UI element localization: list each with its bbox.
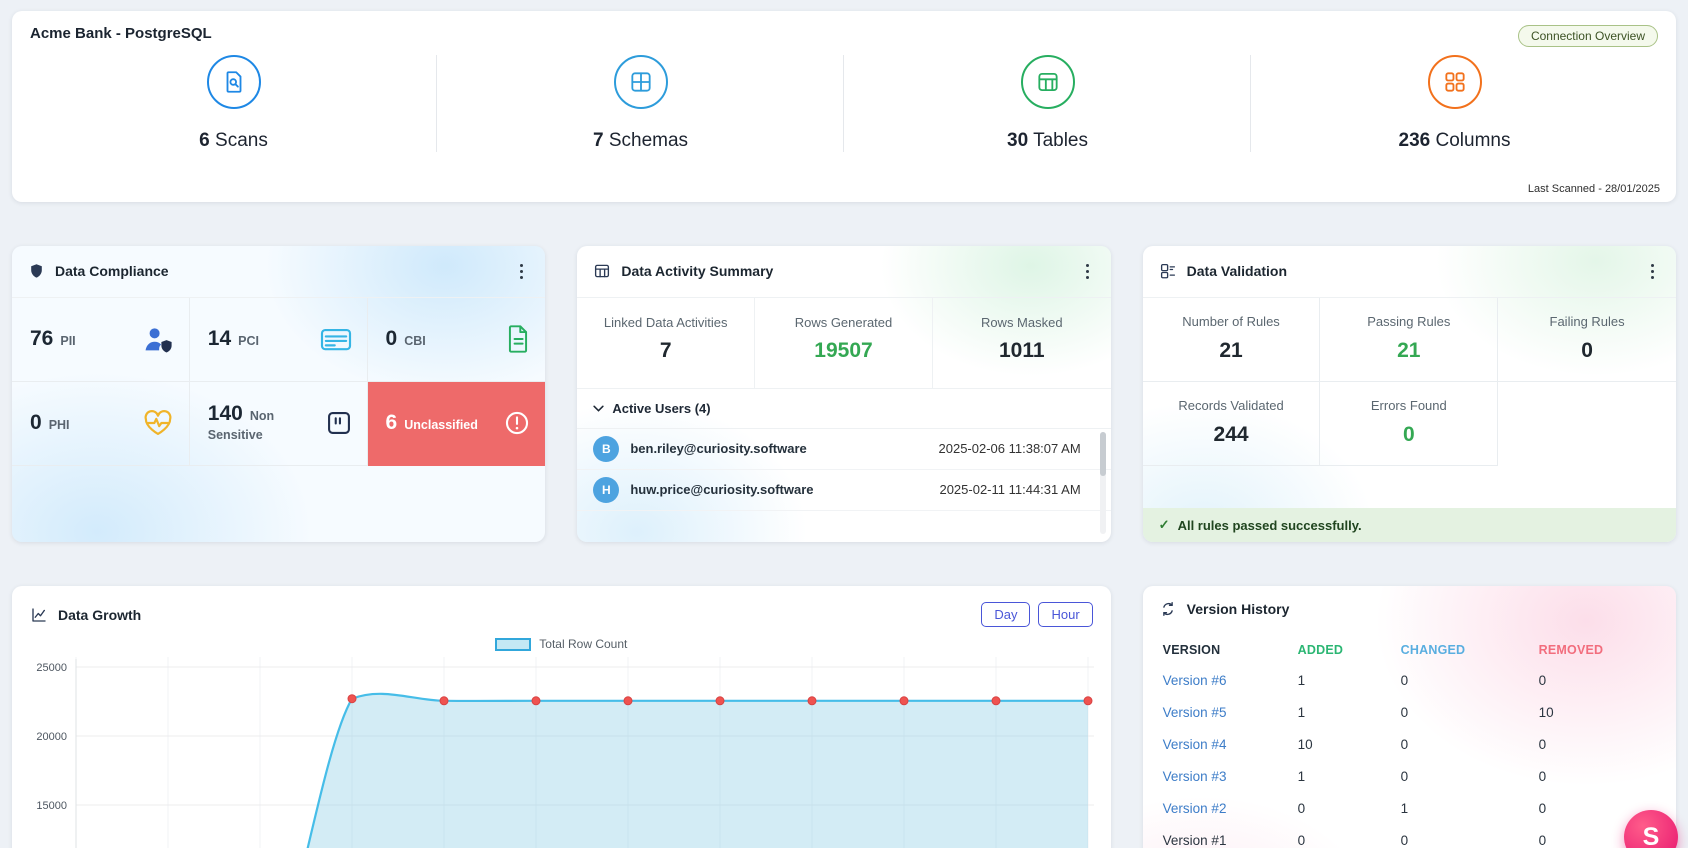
validation-title: Data Validation — [1186, 263, 1288, 280]
version-link[interactable]: Version #4 — [1162, 736, 1227, 752]
user-avatar: B — [593, 435, 620, 462]
version-row: Version #2 0 1 0 — [1162, 800, 1547, 816]
compliance-non-sensitive: 140 Non Sensitive — [189, 381, 368, 466]
failing-rules-stat: Failing Rules 0 — [1498, 298, 1676, 382]
data-compliance-card: Data Compliance 76 PII 14 PCI — [12, 246, 546, 542]
version-row: Version #6 1 0 0 — [1162, 672, 1547, 688]
chevron-down-icon — [593, 405, 604, 412]
schema-grid-icon — [613, 55, 668, 109]
data-validation-card: Data Validation Number of Rules 21 Passi… — [1142, 246, 1676, 542]
records-validated-stat: Records Validated 244 — [1142, 381, 1321, 466]
person-shield-icon — [141, 324, 175, 354]
exclamation-circle-icon — [503, 409, 531, 437]
version-history-title: Version History — [1186, 601, 1290, 617]
growth-interval-toggle: Day Hour — [981, 602, 1093, 627]
user-email: ben.riley@curiosity.software — [630, 441, 807, 457]
validation-empty-cell — [1498, 382, 1676, 466]
version-history-icon — [1159, 600, 1177, 618]
validation-success-banner: ✓ All rules passed successfully. — [1142, 508, 1676, 542]
legend-swatch — [495, 637, 532, 651]
version-link[interactable]: Version #5 — [1162, 704, 1227, 720]
activity-menu-button[interactable] — [1080, 260, 1095, 283]
compliance-title: Data Compliance — [55, 263, 169, 280]
active-users-toggle[interactable]: Active Users (4) — [577, 389, 1111, 429]
compliance-pii: 76 PII — [12, 297, 190, 382]
rows-generated-stat: Rows Generated 19507 — [755, 297, 933, 388]
version-row: Version #4 10 0 0 — [1162, 736, 1547, 752]
validation-stats: Number of Rules 21 Passing Rules 21 Fail… — [1142, 297, 1676, 466]
chat-bubble-button[interactable]: S — [1624, 810, 1678, 848]
columns-grid-icon — [1427, 55, 1482, 109]
linked-data-activities-stat: Linked Data Activities 7 — [577, 297, 756, 388]
data-activity-card: Data Activity Summary Linked Data Activi… — [577, 246, 1111, 542]
scan-document-icon — [206, 55, 261, 109]
compliance-cbi: 0 CBI — [367, 298, 546, 382]
total-row-count-chart: 25000 20000 15000 — [12, 653, 1111, 848]
version-label: Version #1 — [1162, 832, 1227, 848]
connection-title: Acme Bank - PostgreSQL — [30, 25, 212, 42]
stat-tables-label: 30 Tables — [1007, 130, 1088, 151]
compliance-unclassified: 6 Unclassified — [367, 381, 546, 466]
check-icon: ✓ — [1158, 517, 1170, 532]
version-link[interactable]: Version #2 — [1162, 800, 1227, 816]
last-scanned-text: Last Scanned - 28/01/2025 — [1527, 183, 1660, 195]
svg-text:15000: 15000 — [36, 800, 67, 812]
passing-rules-stat: Passing Rules 21 — [1320, 297, 1499, 382]
compliance-grid: 76 PII 14 PCI — [12, 297, 546, 466]
user-timestamp: 2025-02-11 11:44:31 AM — [939, 482, 1081, 498]
users-scrollbar[interactable] — [1099, 432, 1106, 534]
activity-title: Data Activity Summary — [621, 263, 774, 280]
hour-button[interactable]: Hour — [1038, 602, 1093, 627]
svg-text:25000: 25000 — [36, 662, 67, 674]
number-of-rules-stat: Number of Rules 21 — [1142, 297, 1321, 382]
active-user-row[interactable]: H huw.price@curiosity.software 2025-02-1… — [577, 470, 1111, 511]
compliance-menu-button[interactable] — [514, 260, 529, 283]
activity-stats: Linked Data Activities 7 Rows Generated … — [577, 297, 1111, 389]
version-history-card: Version History VERSION ADDED CHANGED RE… — [1142, 586, 1676, 848]
version-table: VERSION ADDED CHANGED REMOVED Version #6… — [1143, 632, 1676, 848]
compliance-phi: 0 PHI — [12, 381, 190, 466]
validation-rules-icon — [1159, 262, 1177, 280]
user-avatar: H — [593, 476, 620, 503]
version-row: Version #5 1 0 10 — [1162, 704, 1554, 720]
connection-overview-card: Acme Bank - PostgreSQL Connection Overvi… — [12, 11, 1676, 202]
legend-label: Total Row Count — [539, 637, 628, 651]
credit-card-icon — [319, 325, 353, 353]
growth-title: Data Growth — [58, 606, 142, 623]
stat-tables: 30 Tables — [844, 51, 1251, 152]
non-sensitive-icon — [325, 409, 353, 437]
table-icon — [1020, 55, 1075, 109]
connection-overview-badge[interactable]: Connection Overview — [1517, 25, 1658, 47]
svg-text:20000: 20000 — [36, 731, 67, 743]
user-timestamp: 2025-02-06 11:38:07 AM — [938, 441, 1081, 457]
version-row: Version #1 0 0 0 — [1162, 832, 1547, 848]
stat-columns: 236 Columns — [1251, 51, 1658, 152]
version-row: Version #3 1 0 0 — [1162, 768, 1547, 784]
day-button[interactable]: Day — [981, 602, 1031, 627]
version-table-header: VERSION ADDED CHANGED REMOVED — [1162, 643, 1604, 657]
stat-scans: 6 Scans — [30, 51, 437, 152]
health-heart-icon — [141, 408, 175, 438]
connection-stats: 6 Scans 7 Schemas 30 Tables — [30, 51, 1658, 152]
document-icon — [505, 324, 531, 354]
user-email: huw.price@curiosity.software — [630, 482, 814, 498]
data-growth-card: Data Growth Day Hour Total Row Count 250… — [12, 586, 1111, 848]
version-link[interactable]: Version #6 — [1162, 672, 1227, 688]
version-link[interactable]: Version #3 — [1162, 768, 1227, 784]
growth-chart-icon — [30, 606, 48, 624]
validation-menu-button[interactable] — [1645, 260, 1660, 283]
errors-found-stat: Errors Found 0 — [1320, 381, 1499, 466]
stat-schemas-label: 7 Schemas — [592, 130, 689, 151]
rows-masked-stat: Rows Masked 1011 — [980, 314, 1063, 362]
stat-columns-label: 236 Columns — [1398, 130, 1511, 151]
active-user-row[interactable]: B ben.riley@curiosity.software 2025-02-0… — [577, 429, 1111, 470]
users-scrollbar-thumb[interactable] — [1099, 432, 1106, 476]
shield-icon — [28, 262, 45, 280]
chart-legend: Total Row Count — [12, 637, 1111, 651]
compliance-pci: 14 PCI — [189, 297, 368, 382]
stat-scans-label: 6 Scans — [199, 130, 268, 151]
stat-schemas: 7 Schemas — [437, 51, 844, 152]
activity-table-icon — [593, 262, 611, 280]
